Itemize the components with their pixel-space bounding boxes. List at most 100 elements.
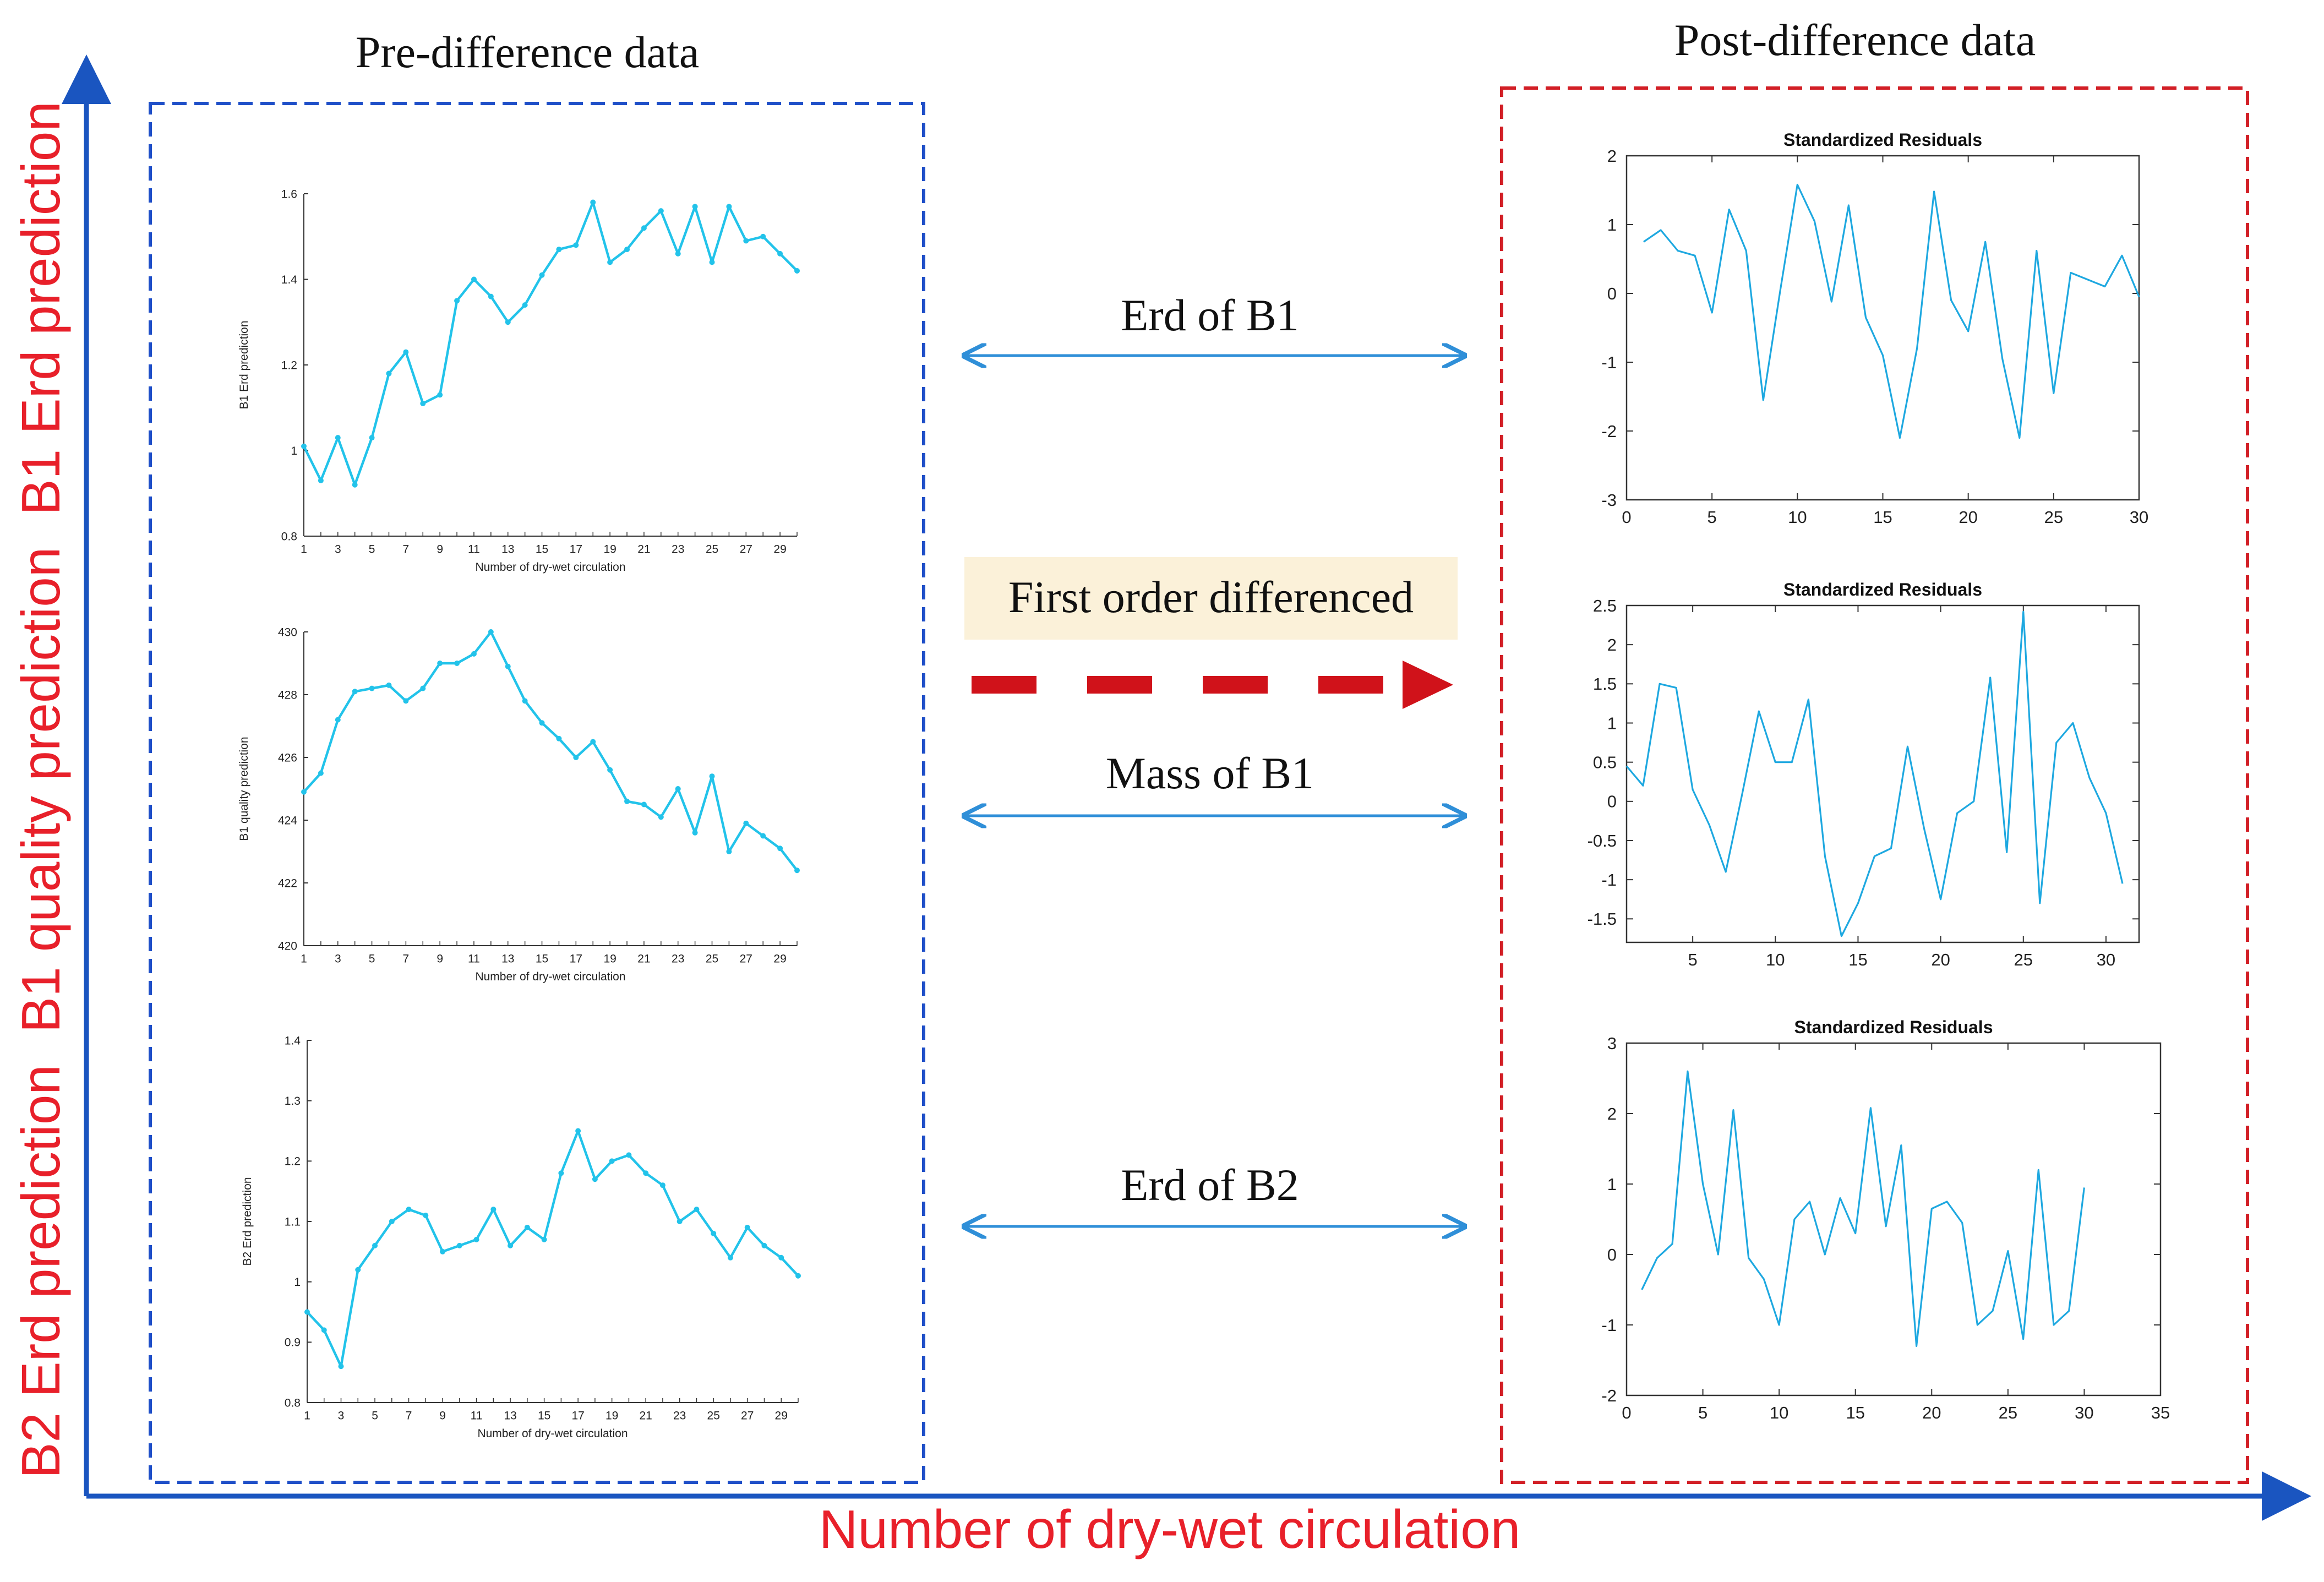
y-tick-label: -3 [1601,490,1617,510]
x-tick-label: 7 [403,952,410,965]
series-line [302,201,798,486]
y-tick-label: 430 [278,626,297,639]
y-axis-label: B1 Erd prediction [238,320,250,409]
process-arrow-head [1403,661,1453,709]
y-tick-label: -2 [1601,422,1617,441]
x-tick-label: 9 [437,543,443,555]
y-tick-label: 2.5 [1593,596,1617,615]
x-tick-label: 25 [706,952,718,965]
data-point [338,1363,344,1370]
data-point [692,830,698,836]
data-point [420,685,426,691]
data-point [505,319,511,325]
x-tick-label: 21 [637,543,650,555]
x-tick-label: 25 [707,1409,720,1422]
y-tick-label: 1 [294,1276,301,1289]
main-y-label-b1-quality: B1 quality prediction [10,547,71,1033]
x-tick-label: 21 [639,1409,652,1422]
data-point [454,661,460,666]
y-tick-label: 1.2 [285,1155,301,1168]
x-tick-label: 7 [406,1409,412,1422]
data-point [440,1248,446,1254]
data-point [694,1207,700,1213]
x-tick-label: 10 [1788,508,1807,527]
data-point [473,1236,479,1242]
x-tick-label: 19 [605,1409,618,1422]
data-point [556,247,562,253]
data-point [403,349,409,355]
link-label-mass-b1: Mass of B1 [1106,748,1314,798]
data-point [709,773,715,779]
x-tick-label: 5 [1688,950,1698,969]
y-tick-label: 2 [1607,1104,1617,1123]
y-tick-label: 1.4 [285,1034,301,1047]
middle-connectors: Erd of B1 First order differenced Mass o… [964,290,1464,1226]
data-point [643,1170,649,1176]
x-tick-label: 29 [773,543,786,555]
x-tick-label: 19 [603,952,616,965]
x-tick-label: 5 [369,543,375,555]
data-point [437,661,443,666]
chart-post-b1-mass: -1.5 -1 -0.5 0 0.5 1 1.5 2 2.5 5 10 15 20 25 30 Standar… [1587,580,2140,969]
x-tick-label: 13 [501,952,514,965]
x-tick-label: 15 [1873,508,1892,527]
x-tick-label: 17 [570,543,582,555]
data-point [794,268,800,274]
x-tick-label: 1 [301,543,307,555]
data-point [488,629,494,635]
data-point [777,250,783,257]
data-point [505,663,511,669]
data-point [369,685,375,691]
x-axis-label: Number of dry-wet circulation [475,561,625,574]
post-panel-title: Post-difference data [1674,15,2036,65]
x-tick-label: 15 [1848,950,1867,969]
y-tick-label: -2 [1601,1386,1617,1405]
x-tick-label: 11 [468,952,480,965]
pre-panel-title: Pre-difference data [356,27,700,77]
x-tick-label: 17 [570,952,582,965]
y-tick-label: 2 [1607,146,1617,166]
x-tick-label: 20 [1959,508,1977,527]
data-point [760,833,766,839]
x-tick-label: 13 [501,543,514,555]
data-point [522,698,528,704]
x-tick-label: 3 [335,543,341,555]
data-point [558,1170,564,1176]
data-point [659,1182,665,1188]
post-panel-border [1500,86,2249,1484]
plot-frame [1625,604,2140,943]
data-point [386,370,392,377]
data-point [488,293,494,299]
data-point [592,1176,598,1182]
data-point [675,786,681,792]
data-point [573,242,579,248]
data-point [335,435,341,441]
x-tick-label: 19 [603,543,616,555]
x-tick-label: 23 [672,952,684,965]
y-tick-label: 3 [1607,1034,1617,1053]
data-point [590,739,596,745]
data-point [352,482,358,488]
x-tick-label: 11 [471,1409,483,1422]
x-tick-label: 0 [1622,1403,1631,1422]
main-x-label: Number of dry-wet circulation [819,1499,1520,1559]
x-tick-label: 23 [673,1409,686,1422]
data-point [541,1236,547,1242]
y-tick-label: 0.8 [281,530,297,543]
data-point [508,1242,514,1248]
data-point [794,868,800,874]
data-point [573,755,579,760]
x-tick-label: 30 [2130,508,2148,527]
y-tick-label: -1 [1601,870,1617,890]
x-tick-label: 9 [437,952,443,965]
x-tick-label: 5 [369,952,375,965]
data-point [624,798,630,804]
series-line [303,630,798,871]
data-point [709,259,715,265]
data-point [437,392,443,398]
data-point [795,1273,801,1279]
